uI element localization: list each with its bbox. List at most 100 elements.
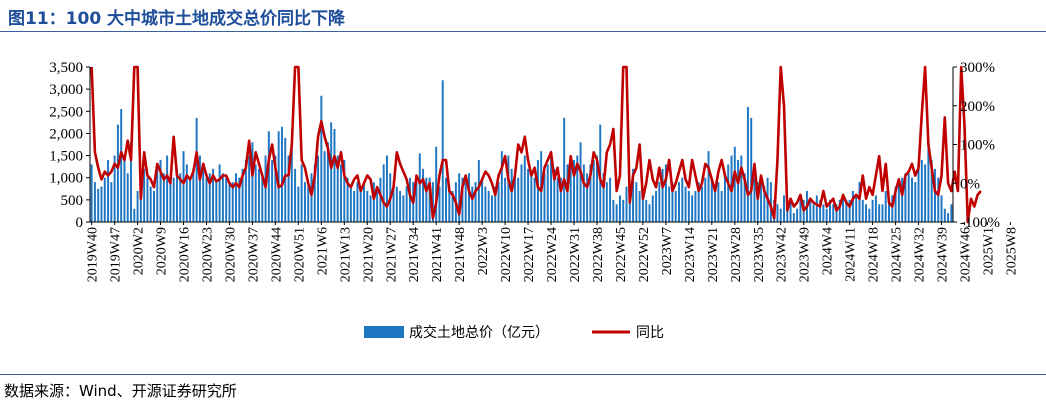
- x-tick-label: 2023W28: [729, 227, 744, 282]
- bar: [694, 191, 697, 222]
- bar: [622, 199, 625, 222]
- bar: [917, 168, 920, 222]
- bar: [258, 168, 260, 222]
- bar: [287, 155, 290, 222]
- bar: [737, 160, 740, 222]
- bar: [628, 191, 631, 222]
- bar: [566, 164, 569, 222]
- x-tick-label: 2020W44: [269, 227, 284, 282]
- bar: [848, 199, 851, 222]
- bar: [120, 109, 123, 222]
- bar: [435, 146, 438, 222]
- line-series: [90, 65, 982, 224]
- bar: [139, 182, 142, 222]
- bar: [310, 173, 313, 222]
- bar: [336, 155, 339, 222]
- bar: [415, 182, 418, 222]
- bar: [461, 177, 464, 222]
- bar: [471, 186, 474, 222]
- bar: [441, 80, 444, 222]
- right-tick-label: 300%: [960, 60, 995, 76]
- bar: [546, 164, 549, 222]
- bar: [553, 168, 556, 222]
- bar: [881, 204, 884, 222]
- legend-bar-label: 成交土地总价（亿元）: [409, 324, 549, 341]
- bar: [290, 142, 293, 222]
- bar: [500, 151, 503, 222]
- bar: [179, 173, 182, 222]
- bar: [267, 131, 270, 222]
- bar: [904, 173, 907, 222]
- x-tick-label: 2019W47: [109, 227, 124, 282]
- bar: [851, 191, 854, 222]
- bar: [294, 168, 297, 222]
- bar: [113, 155, 116, 222]
- bar: [280, 126, 283, 222]
- bar: [408, 177, 411, 222]
- bar: [438, 186, 441, 222]
- left-tick-label: 2,500: [49, 104, 83, 120]
- bar: [395, 186, 398, 222]
- bar: [901, 177, 904, 222]
- bar: [369, 195, 372, 222]
- bar: [543, 173, 546, 222]
- bar: [943, 208, 946, 222]
- bar: [323, 151, 326, 222]
- bar: [307, 186, 310, 222]
- bar: [494, 186, 497, 222]
- chart-canvas: 0 500 1,000 1,500 2,000 2,500 3,000 3,500 -100% 0…: [49, 60, 1019, 341]
- bar: [533, 177, 536, 222]
- bar: [405, 186, 408, 222]
- bar: [874, 195, 877, 222]
- bar: [215, 182, 218, 222]
- bar: [750, 117, 753, 222]
- bar: [428, 177, 431, 222]
- x-tick-label: 2021W13: [338, 227, 353, 282]
- bar: [376, 186, 379, 222]
- bar: [586, 173, 589, 222]
- bar: [248, 155, 251, 222]
- bar: [865, 204, 868, 222]
- bar: [195, 117, 198, 222]
- bar: [366, 191, 369, 222]
- bar: [458, 173, 461, 222]
- bar: [320, 95, 323, 222]
- x-tick-label: 2023W21: [706, 227, 721, 282]
- bar: [153, 191, 155, 222]
- bar: [97, 188, 100, 222]
- bar: [507, 155, 510, 222]
- bar: [116, 124, 119, 222]
- bar: [218, 164, 221, 222]
- bar: [868, 208, 871, 222]
- bar: [402, 195, 405, 222]
- x-tick-label: 2023W42: [775, 227, 790, 282]
- bar: [340, 164, 343, 222]
- x-tick-label: 2022W45: [614, 227, 629, 282]
- bar: [678, 182, 680, 222]
- bar: [277, 131, 280, 222]
- bar: [563, 117, 566, 222]
- bar: [431, 182, 434, 222]
- bar: [924, 164, 927, 222]
- bar: [933, 168, 936, 222]
- bar: [914, 182, 917, 222]
- bar: [825, 208, 828, 222]
- bar: [668, 186, 671, 222]
- bar: [418, 153, 421, 222]
- bar: [527, 168, 530, 222]
- x-tick-label: 2025W8: [1004, 227, 1019, 275]
- bar: [208, 173, 211, 222]
- bar: [103, 177, 106, 222]
- bar: [372, 182, 375, 222]
- right-tick-label: 200%: [960, 99, 995, 115]
- x-tick-label: 2022W10: [499, 227, 514, 282]
- x-tick-label: 2024W4: [821, 227, 836, 275]
- bar: [799, 195, 802, 222]
- x-tick-label: 2020W30: [223, 227, 238, 282]
- bar: [90, 164, 93, 222]
- bar: [425, 177, 428, 222]
- bar: [582, 164, 585, 222]
- bar: [940, 195, 943, 222]
- bar: [550, 151, 553, 222]
- x-tick-label: 2020W9: [155, 227, 170, 275]
